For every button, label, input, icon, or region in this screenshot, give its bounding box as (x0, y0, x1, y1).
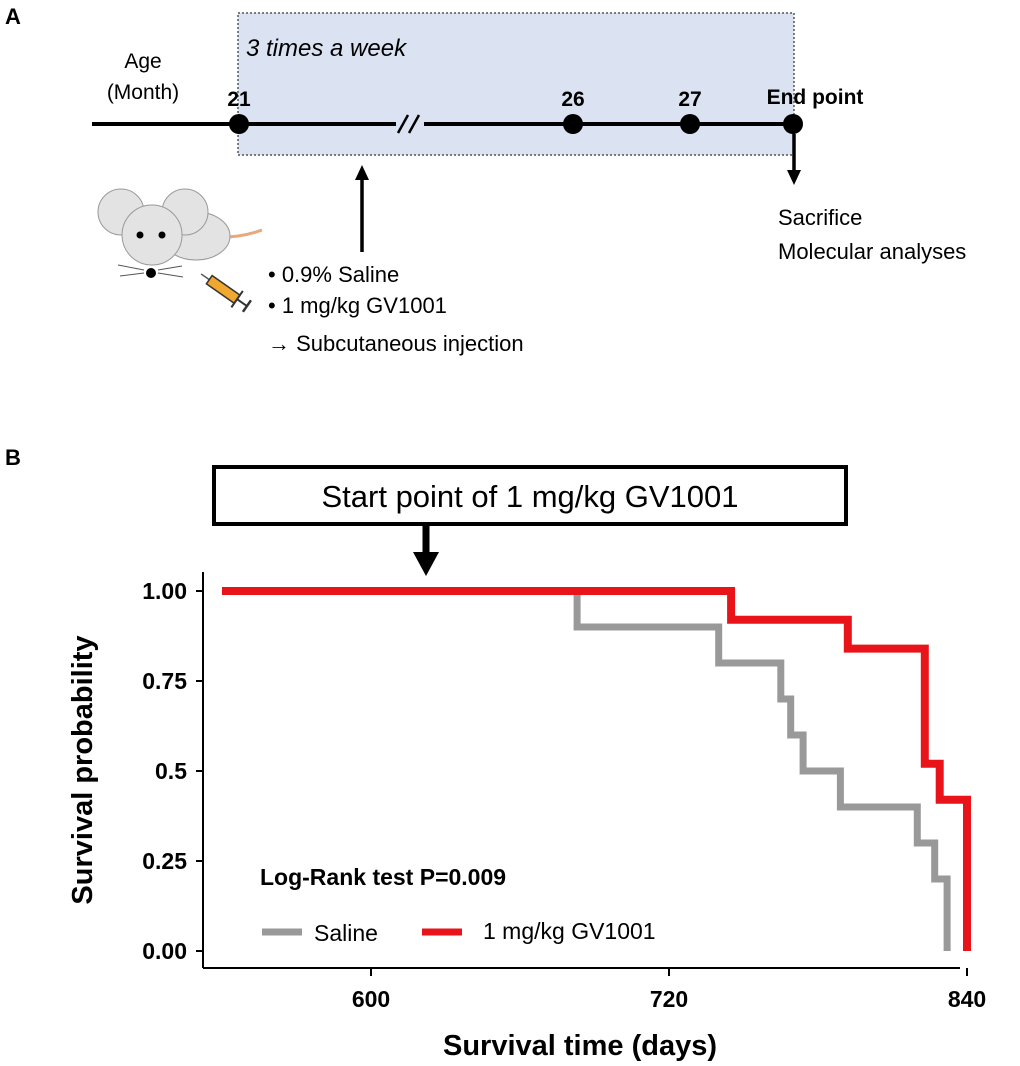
start-point-callout-text: Start point of 1 mg/kg GV1001 (321, 479, 738, 514)
timepoint-marker-21 (229, 114, 249, 134)
injection-arrow-head-icon (355, 165, 369, 180)
panel-a-label: A (5, 4, 21, 29)
timepoint-marker-26 (563, 114, 583, 134)
saline-survival-curve (222, 587, 951, 951)
syringe-icon (200, 273, 252, 313)
treatment-gv1001: • 1 mg/kg GV1001 (268, 293, 447, 318)
x-axis-title: Survival time (days) (443, 1030, 717, 1062)
log-rank-annotation: Log-Rank test P=0.009 (260, 864, 506, 890)
endpoint-arrow-head-icon (787, 170, 801, 185)
timepoint-label-21: 21 (227, 88, 251, 111)
x-ticks: 600 720 840 (352, 968, 986, 1012)
endpoint-action-analyses: Molecular analyses (778, 239, 966, 264)
age-unit-label: (Month) (107, 81, 179, 104)
survival-curves (222, 587, 971, 951)
panel-b-label: B (5, 445, 21, 470)
endpoint-action-sacrifice: Sacrifice (778, 205, 862, 230)
treatment-route: → Subcutaneous injection (268, 331, 524, 356)
start-point-arrow-head-icon (413, 552, 439, 576)
panel-b: B Start point of 1 mg/kg GV1001 0.00 0.25… (5, 445, 986, 1062)
gv1001-survival-curve (222, 587, 971, 951)
mouse-icon (97, 188, 263, 278)
x-tick-label: 840 (948, 986, 986, 1012)
y-tick-label: 0.75 (142, 668, 187, 694)
y-tick-label: 0.00 (142, 938, 187, 964)
x-tick-label: 720 (650, 986, 688, 1012)
age-label: Age (124, 50, 161, 73)
y-tick-label: 0.25 (142, 848, 187, 874)
y-tick-label: 0.5 (155, 758, 187, 784)
timepoint-marker-27 (680, 114, 700, 134)
y-axis-title: Survival probability (67, 635, 99, 904)
timepoint-marker-end (783, 114, 803, 134)
timepoint-label-end: End point (767, 86, 864, 109)
start-point-callout-box (212, 465, 848, 526)
legend-label-saline: Saline (314, 920, 378, 946)
x-tick-label: 600 (352, 986, 390, 1012)
panel-a: A 3 times a week Age (Month) 21 26 27 En… (5, 4, 966, 356)
timepoint-label-27: 27 (678, 88, 701, 111)
timeline-break-icon (396, 114, 424, 134)
frequency-label: 3 times a week (246, 35, 408, 62)
treatment-saline: • 0.9% Saline (268, 262, 399, 287)
treatment-window-shade (237, 12, 795, 156)
y-tick-label: 1.00 (142, 578, 187, 604)
timepoint-label-26: 26 (561, 88, 584, 111)
y-ticks: 0.00 0.25 0.5 0.75 1.00 (142, 578, 203, 964)
legend: Saline 1 mg/kg GV1001 (262, 918, 656, 946)
legend-label-gv1001: 1 mg/kg GV1001 (483, 918, 656, 944)
